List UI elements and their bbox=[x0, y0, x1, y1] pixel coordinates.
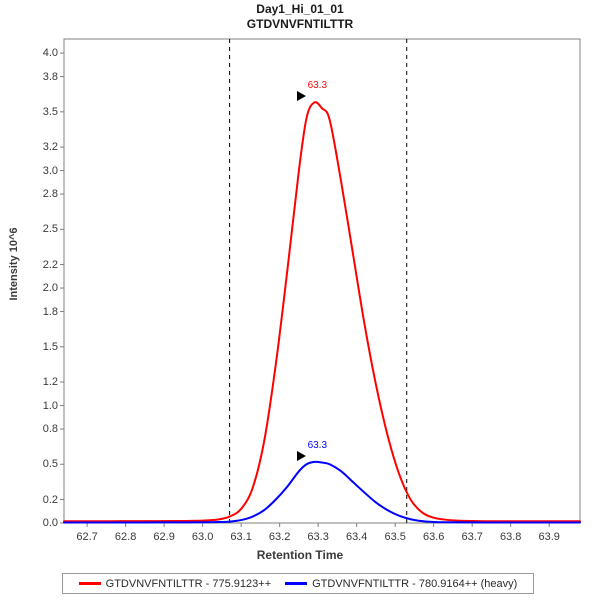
y-tick-label: 3.0 bbox=[42, 164, 58, 177]
legend-color-swatch-light bbox=[78, 582, 101, 585]
series-light-trace bbox=[63, 101, 581, 523]
x-tick-label: 62.7 bbox=[76, 531, 98, 543]
x-axis-label: Retention Time bbox=[256, 548, 344, 562]
x-tick-label: 63.6 bbox=[422, 531, 445, 543]
y-tick-label: 2.0 bbox=[42, 282, 58, 295]
plot-frame bbox=[63, 38, 581, 524]
chart-legend: GTDVNVFNTILTTR - 775.9123++ GTDVNVFNTILT… bbox=[62, 573, 534, 594]
x-tick-label: 63.2 bbox=[268, 531, 291, 543]
legend-label-heavy: GTDVNVFNTILTTR - 780.9164++ (heavy) bbox=[312, 577, 518, 590]
y-tick-label: 3.5 bbox=[42, 105, 58, 118]
y-tick-label: 0.8 bbox=[42, 423, 58, 436]
x-tick-label: 63.0 bbox=[191, 531, 214, 543]
legend-color-swatch-heavy bbox=[285, 582, 308, 585]
x-tick-label: 63.4 bbox=[345, 531, 368, 543]
x-tick-label: 63.7 bbox=[461, 531, 483, 543]
x-tick-label: 63.8 bbox=[499, 531, 522, 543]
y-tick-label: 2.8 bbox=[42, 188, 58, 201]
y-axis-label: Intensity 10^6 bbox=[8, 227, 20, 301]
x-tick-label: 63.9 bbox=[538, 531, 560, 543]
x-tick-label: 62.8 bbox=[114, 531, 137, 543]
peak-label-heavy: 63.3 bbox=[307, 439, 328, 451]
x-tick-label: 63.5 bbox=[384, 531, 406, 543]
y-tick-label: 3.2 bbox=[42, 141, 58, 154]
y-tick-label: 2.2 bbox=[42, 258, 58, 271]
legend-item-light[interactable]: GTDVNVFNTILTTR - 775.9123++ bbox=[78, 577, 272, 590]
y-tick-label: 3.8 bbox=[42, 70, 58, 83]
x-tick-label: 63.1 bbox=[230, 531, 252, 543]
y-tick-label: 1.2 bbox=[42, 376, 58, 389]
peak-marker-triangle-light bbox=[297, 91, 307, 102]
series-heavy-trace bbox=[63, 460, 581, 524]
y-tick-label: 0.5 bbox=[42, 458, 58, 471]
legend-item-heavy[interactable]: GTDVNVFNTILTTR - 780.9164++ (heavy) bbox=[285, 578, 517, 590]
y-tick-label: 1.0 bbox=[42, 399, 58, 412]
x-tick-label: 63.3 bbox=[307, 531, 329, 543]
y-tick-label: 1.5 bbox=[42, 340, 58, 353]
legend-label-light: GTDVNVFNTILTTR - 775.9123++ bbox=[105, 577, 272, 590]
x-tick-label: 62.9 bbox=[153, 531, 175, 543]
y-tick-label: 0.2 bbox=[42, 493, 58, 506]
y-tick-label: 2.5 bbox=[42, 223, 58, 236]
y-tick-label: 1.8 bbox=[42, 305, 58, 318]
peak-label-light: 63.3 bbox=[307, 80, 328, 92]
y-tick-label: 4.0 bbox=[42, 47, 58, 60]
peak-marker-triangle-heavy bbox=[297, 450, 307, 461]
chart-title: Day1_Hi_01_01 GTDVNVFNTILTTR bbox=[0, 2, 600, 32]
chart-title-line1: Day1_Hi_01_01 bbox=[256, 2, 344, 16]
y-tick-label: 0.0 bbox=[42, 517, 58, 529]
chart-title-line2: GTDVNVFNTILTTR bbox=[246, 17, 354, 31]
